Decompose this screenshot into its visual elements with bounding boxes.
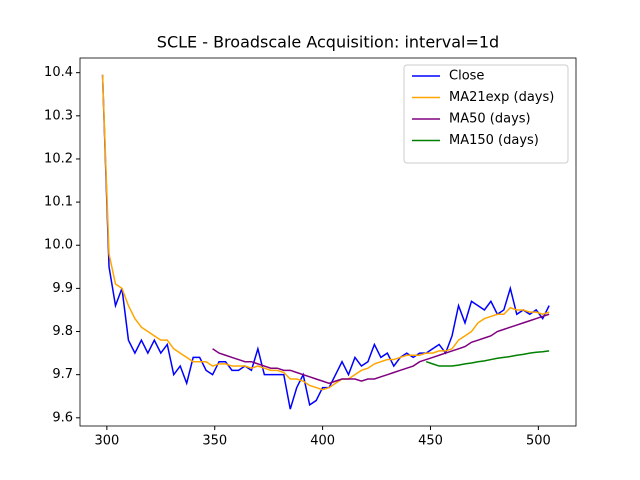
y-tick-label: 9.9: [52, 281, 73, 296]
legend-box: [403, 64, 569, 164]
legend-label: MA21exp (days): [449, 90, 554, 105]
series-line: [101, 74, 550, 391]
y-tick-label: 9.7: [52, 367, 73, 382]
y-tick-label: 10.2: [44, 151, 73, 166]
chart-title: SCLE - Broadscale Acquisition: interval=…: [157, 33, 499, 52]
legend-label: MA50 (days): [449, 112, 531, 127]
x-tick-label: 350: [202, 434, 227, 449]
legend-label: Close: [449, 69, 484, 84]
y-tick-label: 10.4: [44, 65, 73, 80]
x-tick-label: 500: [526, 434, 551, 449]
y-tick-label: 9.6: [52, 410, 73, 425]
plot-frame: [79, 57, 577, 427]
x-tick-label: 450: [418, 434, 443, 449]
series-line: [101, 74, 550, 410]
series-line: [425, 350, 550, 367]
y-tick-label: 10.0: [44, 238, 73, 253]
series-line: [212, 313, 550, 385]
x-tick-label: 400: [310, 434, 335, 449]
legend-label: MA150 (days): [449, 133, 539, 148]
x-tick-label: 300: [94, 434, 119, 449]
y-tick-label: 10.1: [44, 195, 73, 210]
y-tick-label: 10.3: [44, 108, 73, 123]
y-tick-label: 9.8: [52, 324, 73, 339]
